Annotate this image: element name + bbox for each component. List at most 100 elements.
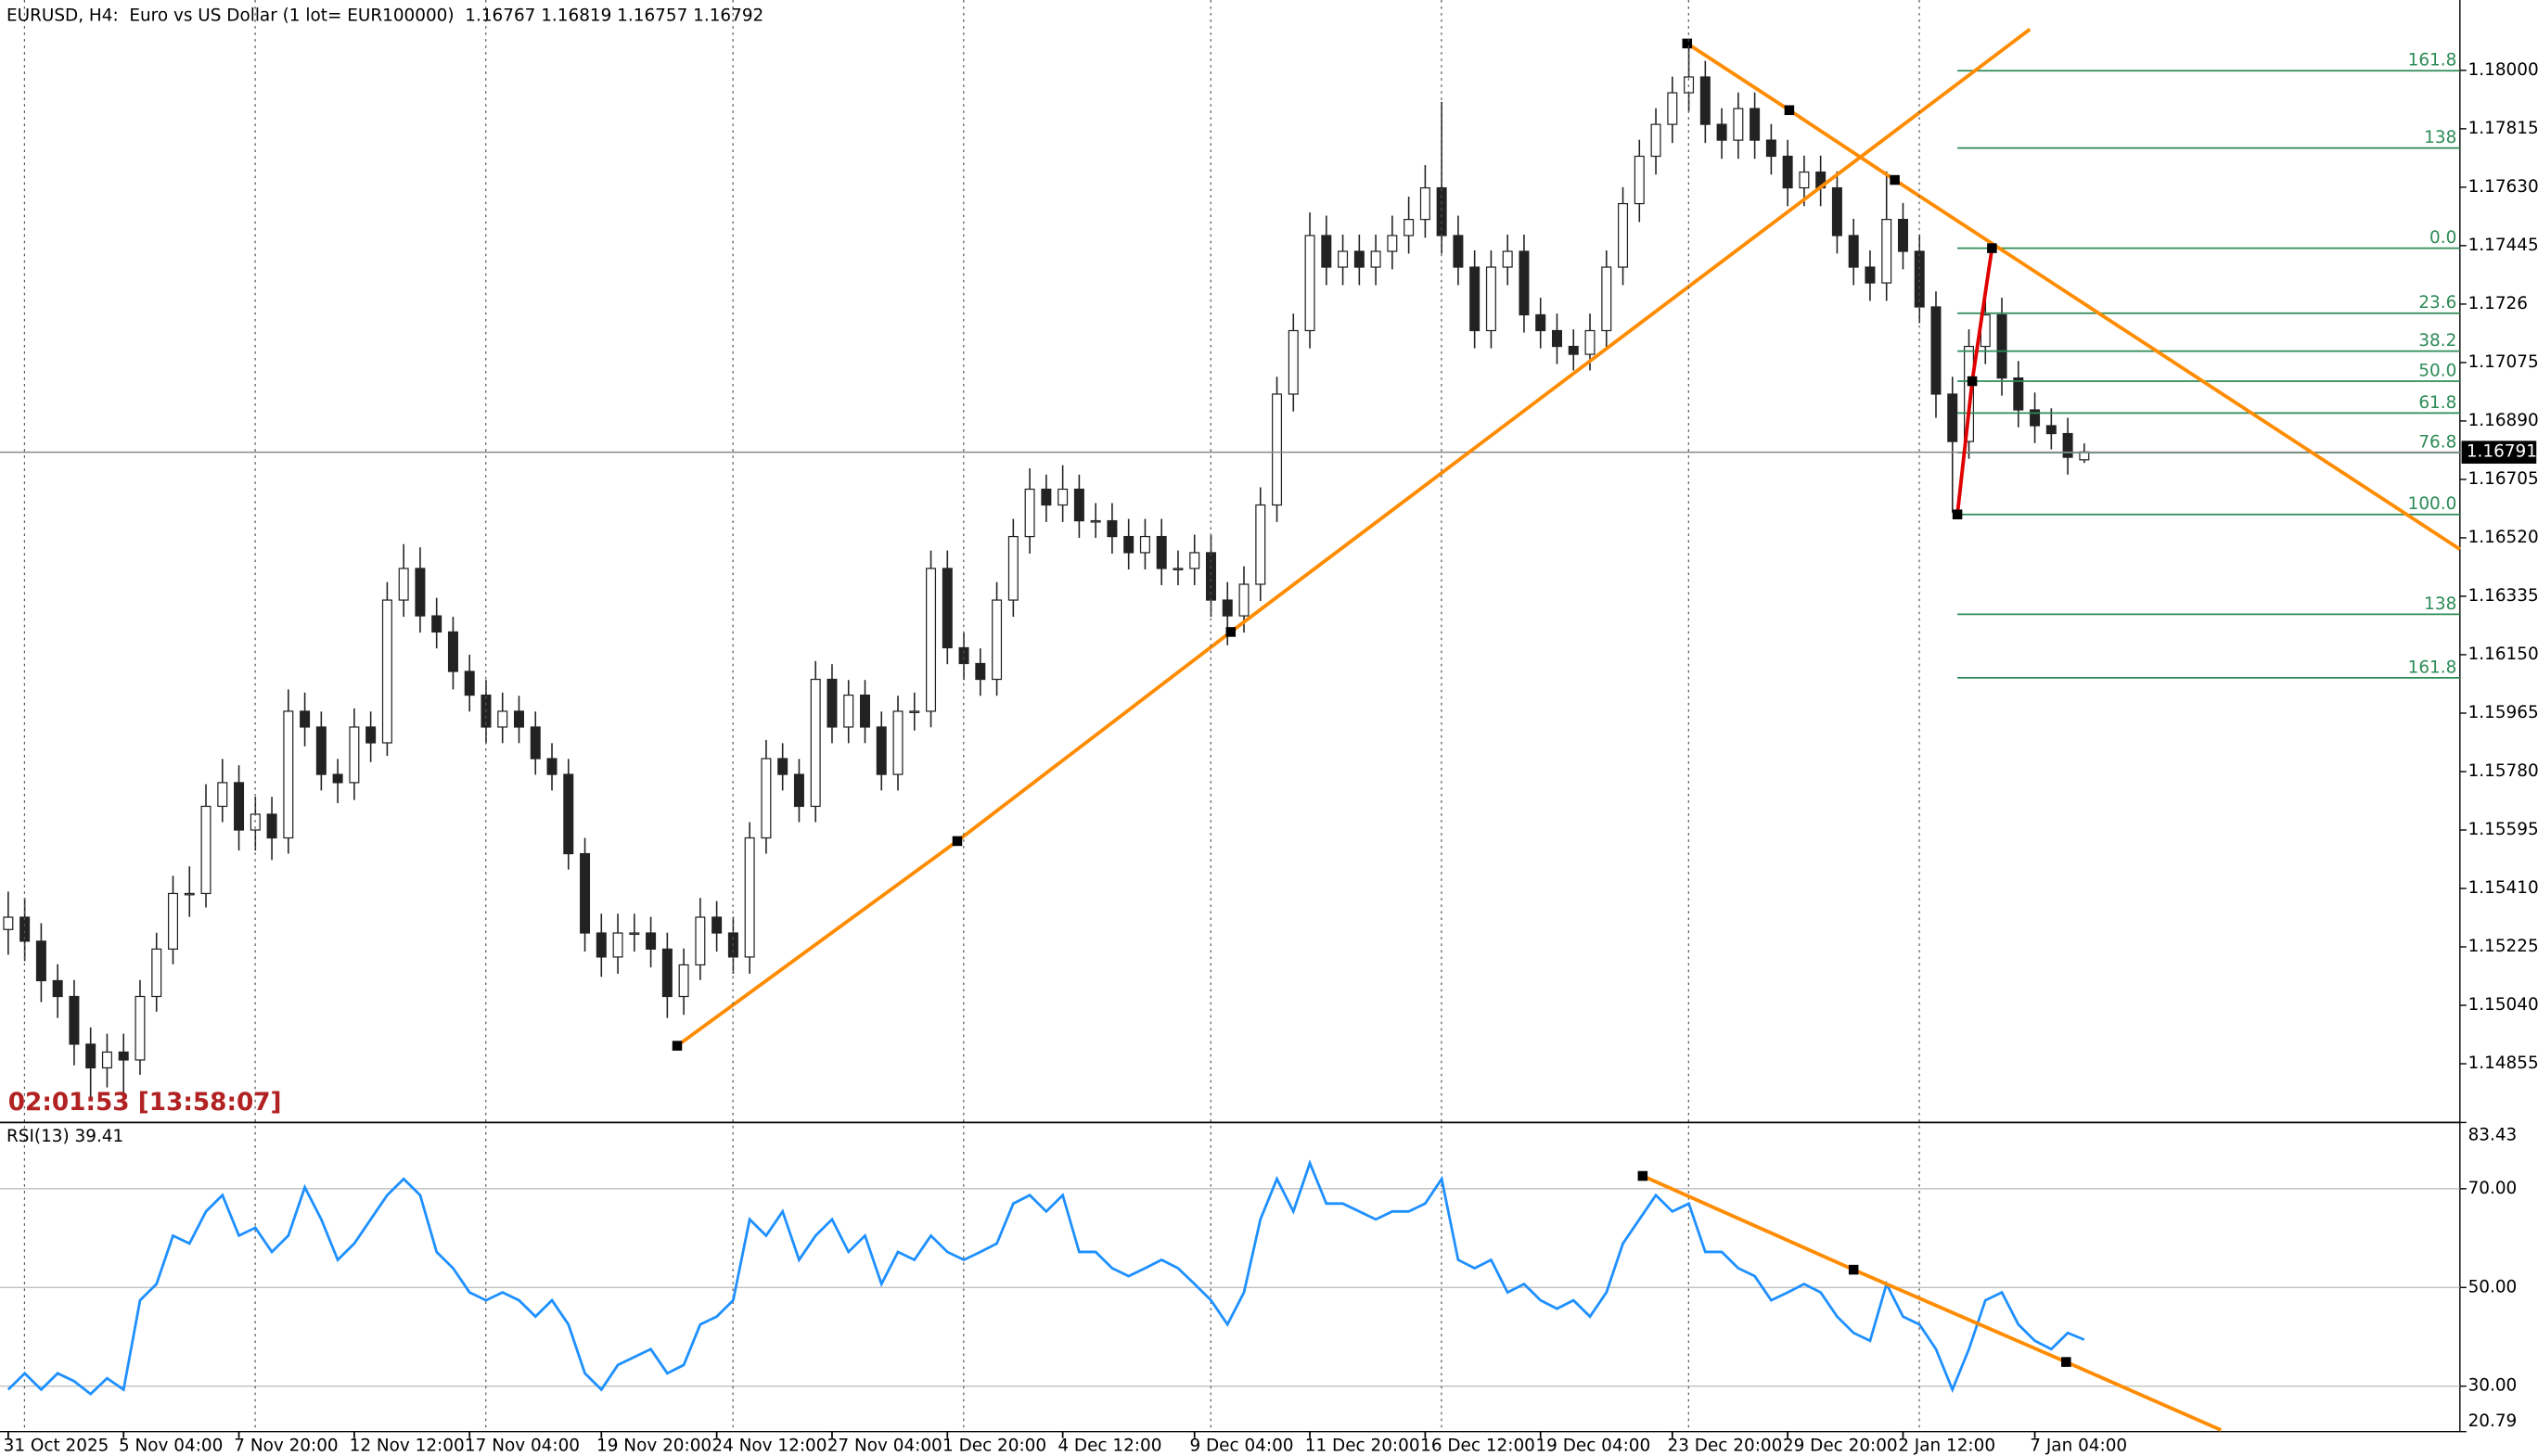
candle-body: [85, 1043, 96, 1069]
candle-body: [761, 758, 772, 839]
x-tick-label: 23 Dec 20:00: [1668, 1436, 1783, 1455]
y-tick-label: 1.15780: [2468, 761, 2538, 781]
candle-body: [695, 916, 706, 966]
candle-body: [1848, 235, 1859, 268]
candle-body: [1502, 250, 1513, 268]
candle-body: [349, 726, 360, 784]
trend-anchor: [672, 1041, 683, 1051]
candle-body: [942, 568, 953, 649]
candle-body: [1699, 76, 1711, 125]
candle-body: [827, 678, 838, 728]
candle-body: [876, 726, 887, 775]
candle-body: [19, 916, 31, 942]
x-tick-label: 9 Dec 04:00: [1189, 1436, 1293, 1455]
candle-body: [365, 726, 377, 744]
y-tick-label: 1.17075: [2468, 352, 2538, 372]
y-tick-label: 1.16335: [2468, 586, 2538, 606]
candle-body: [629, 932, 640, 936]
fib-label: 50.0: [2418, 361, 2456, 380]
candle-body: [1584, 329, 1596, 355]
trend-anchor: [1637, 1170, 1648, 1181]
candle-body: [1519, 250, 1530, 316]
y-tick-label: 1.15225: [2468, 937, 2538, 956]
candle-body: [1090, 519, 1101, 523]
x-tick-label: 17 Nov 04:00: [465, 1436, 580, 1455]
y-tick-label: 1.17445: [2468, 236, 2538, 255]
candle-body: [1387, 235, 1398, 252]
candle-body: [1765, 139, 1776, 158]
candle-body: [447, 631, 458, 672]
candle-body: [167, 892, 178, 951]
candle-body: [2062, 432, 2073, 458]
y-tick-label: 1.16890: [2468, 411, 2538, 430]
candle-body: [1881, 219, 1892, 284]
candle-body: [332, 773, 343, 784]
candle-body: [1238, 583, 1250, 617]
trend-anchor: [1967, 376, 1978, 387]
y-tick-label: 70.00: [2468, 1179, 2518, 1198]
candle-body: [1947, 393, 1958, 442]
y-tick-label: 1.14855: [2468, 1054, 2538, 1073]
x-tick-label: 19 Nov 20:00: [596, 1436, 711, 1455]
trend-anchor: [1952, 509, 1963, 519]
candle-body: [101, 1051, 112, 1069]
candle-body: [975, 662, 986, 681]
candle-body: [563, 773, 574, 855]
candle-body: [1650, 123, 1661, 158]
timer: 02:01:53 [13:58:07]: [8, 1089, 282, 1117]
candle-body: [892, 710, 904, 775]
trend-line: [1642, 1174, 2223, 1432]
candle-body: [646, 932, 657, 951]
candle-body: [1189, 552, 1200, 569]
x-tick-label: 12 Nov 12:00: [350, 1436, 465, 1455]
candle-body: [1964, 345, 1975, 442]
x-tick-label: 5 Nov 04:00: [119, 1436, 223, 1455]
y-tick-label: 30.00: [2468, 1376, 2518, 1396]
candle-body: [1601, 266, 1612, 332]
x-tick-label: 2 Jan 12:00: [1898, 1436, 1995, 1455]
candle-body: [1485, 266, 1496, 332]
candle-body: [1058, 488, 1069, 506]
candle-body: [992, 599, 1003, 681]
candle-body: [1024, 488, 1035, 538]
candle-body: [1173, 568, 1184, 570]
x-tick-label: 11 Dec 20:00: [1305, 1436, 1420, 1455]
current-price-box: [2461, 441, 2537, 464]
trend-anchor: [1225, 627, 1237, 637]
candle-body: [859, 694, 870, 728]
x-tick-label: 16 Dec 12:00: [1420, 1436, 1535, 1455]
fib-label: 161.8: [2408, 51, 2457, 70]
candle-body: [777, 758, 788, 775]
candle-body: [1353, 250, 1365, 268]
candle-body: [1831, 186, 1842, 236]
candle-body: [711, 916, 723, 934]
candle-body: [546, 758, 558, 775]
fib-label: 38.2: [2418, 331, 2456, 351]
x-tick-label: 4 Dec 12:00: [1058, 1436, 1161, 1455]
y-tick-label: 1.16520: [2468, 528, 2538, 547]
candle-body: [1469, 266, 1480, 332]
x-tick-label: 31 Oct 2025: [4, 1436, 109, 1455]
candle-body: [1123, 535, 1134, 554]
y-tick-label: 1.15595: [2468, 820, 2538, 839]
candle-body: [300, 710, 311, 728]
candle-body: [1107, 519, 1118, 538]
candle-body: [513, 710, 524, 728]
trend-anchor: [1987, 243, 1997, 253]
fib-label: 61.8: [2418, 393, 2456, 413]
x-tick-label: 29 Dec 20:00: [1783, 1436, 1898, 1455]
x-tick-label: 19 Dec 04:00: [1535, 1436, 1650, 1455]
candle-body: [1139, 535, 1150, 554]
candle-body: [1321, 235, 1332, 268]
candle-body: [1750, 108, 1761, 141]
candle-body: [661, 948, 673, 998]
candle-body: [217, 782, 228, 808]
candle-body: [1041, 488, 1052, 506]
candle-body: [431, 615, 442, 633]
candle-body: [1007, 535, 1019, 601]
y-tick-label: 83.43: [2468, 1125, 2518, 1144]
fib-label: 138: [2424, 594, 2456, 614]
trend-anchor: [1890, 174, 1900, 185]
candle-body: [1535, 313, 1546, 332]
